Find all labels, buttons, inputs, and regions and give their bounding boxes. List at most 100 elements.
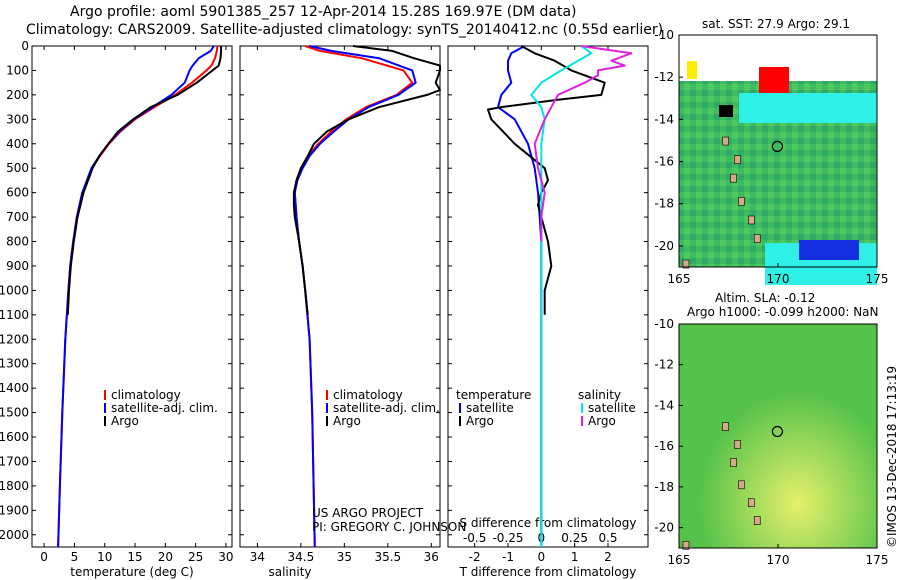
temperature-xtick-label: 15: [127, 550, 142, 564]
temperature-xtick-label: 20: [158, 550, 173, 564]
salinity-xtick-label: 35: [337, 550, 352, 564]
temperature-legend-label: climatology: [111, 388, 181, 402]
float-location-marker: [771, 140, 784, 152]
temperature-xtick-label: 30: [218, 550, 233, 564]
island-shape: [738, 197, 745, 206]
sst-map-ytick-label: -16: [654, 155, 674, 169]
depth-tick-label: 100: [6, 63, 29, 77]
island-shape: [682, 259, 690, 269]
sst-yellow-patch: [687, 61, 697, 79]
temperature-xtick-label: 5: [71, 550, 79, 564]
depth-tick-label: 1100: [0, 308, 29, 322]
temperature-xtick-label: 25: [188, 550, 203, 564]
depth-tick-label: 1400: [0, 381, 29, 395]
salinity-series-argo: [292, 45, 441, 315]
difference-legend-label: Argo: [588, 414, 616, 428]
sla-map-subtitle: Argo h1000: -0.099 h2000: NaN: [687, 305, 879, 319]
depth-tick-label: 800: [6, 235, 29, 249]
difference-xlabel: T difference from climatology: [459, 565, 637, 579]
depth-tick-label: 600: [6, 186, 29, 200]
depth-tick-label: 500: [6, 161, 29, 175]
depth-tick-label: 300: [6, 112, 29, 126]
temperature-xlabel: temperature (deg C): [70, 565, 193, 579]
depth-tick-label: 1200: [0, 332, 29, 346]
difference-series-temperature-argo: [487, 45, 606, 315]
temperature-xtick-label: 0: [40, 550, 48, 564]
sla-map-ytick-label: -16: [654, 439, 674, 453]
difference-xtick-label: 2: [604, 550, 612, 564]
panel-salinity: 34 34.5 35 35.5 36 salinity climatologysatelli…: [239, 45, 441, 579]
depth-tick-label: 2000: [0, 528, 29, 542]
difference-legend-label: satellite: [466, 401, 514, 415]
island-shape: [730, 458, 737, 467]
float-location-marker: [771, 425, 784, 438]
sst-map-title: sat. SST: 27.9 Argo: 29.1: [702, 17, 851, 31]
sst-map-xtick-label: 165: [668, 272, 691, 286]
depth-tick-label: 1300: [0, 357, 29, 371]
depth-tick-label: 400: [6, 137, 29, 151]
sla-map-ytick-label: -12: [654, 358, 674, 372]
figure-title-line1: Argo profile: aoml 5901385_257 12-Apr-20…: [70, 4, 577, 20]
difference-xtick-top-label: -0.25: [492, 531, 523, 545]
sst-blue-patch: [799, 240, 859, 260]
difference-legend-label: satellite: [588, 401, 636, 415]
panel-temperature: 0100200300400500600700800900100011001200…: [0, 39, 234, 579]
sla-map-xtick-label: 170: [767, 553, 790, 567]
sla-map-ytick-label: -10: [654, 317, 674, 331]
sst-map: -10 -12 -14 -16 -18 -20 165 170 175: [654, 28, 888, 286]
sst-black-patch: [719, 105, 733, 117]
sla-map-xtick-label: 165: [668, 553, 691, 567]
difference-xtick-label: 0: [538, 550, 546, 564]
sst-map-ytick-label: -18: [654, 197, 674, 211]
depth-tick-label: 1700: [0, 454, 29, 468]
difference-xtick-top-label: -0.5: [463, 531, 486, 545]
depth-tick-label: 700: [6, 210, 29, 224]
difference-series-salinity-satellite: [530, 45, 593, 547]
sst-map-ytick-label: -10: [654, 28, 674, 42]
sst-cyan-band: [739, 93, 877, 123]
sla-map: -10 -12 -14 -16 -18 -20 165 170 175: [654, 317, 888, 567]
salinity-xtick-label: 36: [424, 550, 439, 564]
difference-xlabel2: S difference from climatology: [460, 516, 637, 530]
temperature-legend-label: Argo: [111, 414, 139, 428]
sst-map-ytick-label: -20: [654, 239, 674, 253]
sla-map-ytick-label: -20: [654, 521, 674, 535]
depth-tick-label: 1900: [0, 503, 29, 517]
difference-legend-label: salinity: [578, 388, 621, 402]
island-shape: [753, 234, 761, 243]
panel-difference: -2 -1 0 1 2-0.5 -0.25 0 0.25 0.5S difference fro…: [447, 45, 649, 579]
sst-red-patch: [759, 67, 789, 93]
credit-line1: US ARGO PROJECT: [312, 506, 424, 520]
depth-tick-label: 900: [6, 259, 29, 273]
sst-map-xtick-label: 170: [767, 272, 790, 286]
difference-axes-frame: [447, 45, 649, 548]
credit-line2: PI: GREGORY C. JOHNSON: [312, 520, 466, 534]
island-shape: [753, 516, 761, 525]
salinity-xlabel: salinity: [268, 565, 311, 579]
island-shape: [747, 498, 755, 508]
salinity-xtick-label: 34: [250, 550, 265, 564]
depth-tick-label: 0: [21, 39, 29, 53]
temperature-legend-label: satellite-adj. clim.: [111, 401, 218, 415]
salinity-legend-label: climatology: [333, 388, 403, 402]
depth-tick-label: 200: [6, 88, 29, 102]
sst-map-ytick-label: -12: [654, 70, 674, 84]
salinity-xtick-label: 34.5: [288, 550, 315, 564]
salinity-legend-label: Argo: [333, 414, 361, 428]
salinity-legend-label: satellite-adj. clim.: [333, 401, 440, 415]
depth-tick-label: 1000: [0, 283, 29, 297]
island-shape: [734, 155, 741, 164]
island-shape: [682, 540, 690, 550]
difference-xtick-label: -1: [502, 550, 514, 564]
island-shape: [722, 136, 729, 146]
difference-xtick-top-label: 0.25: [561, 531, 588, 545]
salinity-axes-frame: [239, 45, 441, 548]
sla-map-ytick-label: -14: [654, 398, 674, 412]
difference-xtick-top-label: 0.5: [598, 531, 617, 545]
island-shape: [730, 173, 737, 183]
figure-title-line2: Climatology: CARS2009. Satellite-adjuste…: [26, 22, 664, 38]
sla-map-xtick-label: 175: [866, 553, 889, 567]
temperature-axes-frame: [31, 45, 233, 548]
difference-legend-label: Argo: [466, 414, 494, 428]
